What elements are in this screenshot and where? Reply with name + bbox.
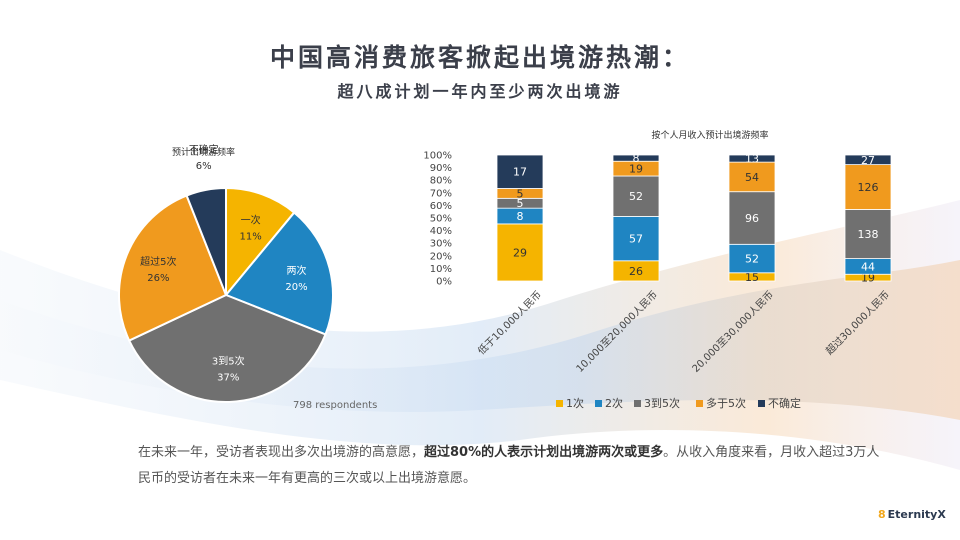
bar-3-4 <box>844 154 892 166</box>
pie-label-0: 一次 <box>241 214 261 227</box>
y-tick-label-8: 80% <box>430 176 452 187</box>
pie-label-4: 不确定 <box>189 143 219 156</box>
y-tick-label-5: 50% <box>430 214 452 225</box>
bar-label-1-0: 26 <box>629 265 643 278</box>
bar-label-3-3: 126 <box>858 181 879 194</box>
pie-slice-4 <box>185 186 227 296</box>
bar-label-3-4: 27 <box>861 154 875 167</box>
pie-slice-0 <box>225 186 296 298</box>
bar-chart-title: 按个人月收入预计出境游频率 <box>651 131 769 141</box>
x-category-label-2: 20,000至30,000人民币 <box>690 289 776 375</box>
pie-pct-1: 20% <box>285 282 307 293</box>
bar-1-1 <box>612 216 660 262</box>
legend-label-1: 2次 <box>605 396 623 410</box>
legend-label-4: 不确定 <box>768 396 801 410</box>
bar-label-0-1: 8 <box>517 210 524 223</box>
legend-swatch-4 <box>758 400 765 407</box>
body-text-part-2: 。从收入角度来看，月收入超过3万人民币的受访者在未来一年有更高的三次或以上出境游… <box>138 445 880 486</box>
bar-label-2-3: 54 <box>745 171 759 184</box>
pie-slice-1 <box>224 211 334 336</box>
pie-chart-title: 预计出境游频率 <box>172 148 236 158</box>
bar-0-4 <box>496 154 544 189</box>
legend-swatch-1 <box>595 400 602 407</box>
bar-label-2-2: 96 <box>745 212 759 225</box>
pie-slice-3 <box>118 194 228 342</box>
bar-label-1-3: 19 <box>629 163 643 176</box>
body-text-part-1: 在未来一年，受访者表现出多次出境游的高意愿， <box>138 445 425 460</box>
y-tick-label-2: 20% <box>430 251 452 262</box>
y-tick-label-6: 60% <box>430 201 452 212</box>
y-tick-label-9: 90% <box>430 163 452 174</box>
bar-label-0-0: 29 <box>513 246 527 259</box>
pie-pct-0: 11% <box>240 232 262 243</box>
page-title: 中国高消费旅客掀起出境游热潮： <box>269 43 690 72</box>
pie-slice-2 <box>127 293 327 404</box>
legend-swatch-0 <box>556 400 563 407</box>
pie-label-1: 两次 <box>286 264 306 277</box>
x-category-label-1: 10,000至20,000人民币 <box>574 289 660 375</box>
bar-2-2 <box>728 191 776 245</box>
logo-text: EternityX <box>887 508 946 521</box>
bar-2-4 <box>728 154 776 163</box>
y-tick-label-1: 10% <box>430 264 452 275</box>
pie-pct-2: 37% <box>217 373 239 384</box>
bar-label-1-1: 57 <box>629 233 643 246</box>
bar-1-4 <box>612 154 660 162</box>
bar-label-3-2: 138 <box>858 228 879 241</box>
bar-3-3 <box>844 164 892 210</box>
legend-label-2: 3到5次 <box>644 396 680 410</box>
body-text: 在未来一年，受访者表现出多次出境游的高意愿，超过80%的人表示计划出境游两次或更… <box>138 440 888 492</box>
bar-0-0 <box>496 223 544 282</box>
body-text-bold: 超过80%的人表示计划出境游两次或更多 <box>424 445 664 460</box>
bar-label-0-4: 17 <box>513 166 527 179</box>
legend-label-3: 多于5次 <box>706 396 746 410</box>
pie-label-2: 3到5次 <box>212 355 245 368</box>
y-tick-label-7: 70% <box>430 188 452 199</box>
bar-2-1 <box>728 243 776 274</box>
legend-label-0: 1次 <box>566 396 584 410</box>
bar-label-3-1: 44 <box>861 260 875 273</box>
y-tick-label-10: 100% <box>423 151 452 162</box>
bar-label-1-2: 52 <box>629 190 643 203</box>
bar-label-2-0: 15 <box>745 271 759 284</box>
legend-swatch-2 <box>634 400 641 407</box>
respondents-note: 798 respondents <box>293 400 378 411</box>
bar-label-0-3: 5 <box>517 187 524 200</box>
brand-logo: 8 EternityX <box>878 508 946 521</box>
bar-label-1-4: 8 <box>633 152 640 165</box>
pie-label-3: 超过5次 <box>140 255 176 268</box>
bar-label-0-2: 5 <box>517 197 524 210</box>
legend-swatch-3 <box>696 400 703 407</box>
y-tick-label-3: 30% <box>430 239 452 250</box>
y-tick-label-0: 0% <box>436 277 452 288</box>
pie-pct-4: 6% <box>196 161 212 172</box>
page-subtitle: 超八成计划一年内至少两次出境游 <box>337 82 623 101</box>
bar-3-2 <box>844 209 892 259</box>
bar-label-2-4: 13 <box>745 153 759 166</box>
pie-pct-3: 26% <box>147 273 169 284</box>
logo-mark-icon: 8 <box>878 508 886 521</box>
y-tick-label-4: 40% <box>430 226 452 237</box>
bar-label-3-0: 19 <box>861 272 875 285</box>
x-category-label-3: 超过30,000人民币 <box>823 288 892 357</box>
bar-1-2 <box>612 175 660 217</box>
x-category-label-0: 低于10,000人民币 <box>475 288 544 357</box>
bar-label-2-1: 52 <box>745 253 759 266</box>
